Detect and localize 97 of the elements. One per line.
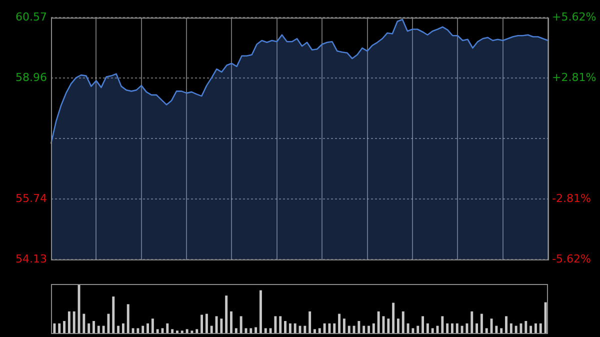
bar bbox=[480, 314, 483, 333]
bar bbox=[107, 314, 110, 333]
bar bbox=[446, 323, 449, 333]
bar bbox=[514, 326, 518, 333]
y2-tick-label: -2.81% bbox=[552, 192, 591, 205]
bar bbox=[136, 328, 140, 333]
bar bbox=[230, 311, 232, 333]
bar bbox=[92, 321, 95, 333]
bar bbox=[132, 328, 134, 333]
bar bbox=[539, 323, 542, 333]
y2-tick-label: +5.62% bbox=[552, 10, 596, 24]
bar bbox=[490, 318, 493, 333]
bar bbox=[171, 329, 174, 333]
bar bbox=[210, 326, 213, 333]
bar bbox=[441, 316, 444, 333]
bar bbox=[396, 318, 400, 333]
bar bbox=[259, 290, 262, 333]
bar bbox=[254, 327, 258, 333]
bar bbox=[200, 314, 204, 333]
bar bbox=[68, 311, 70, 333]
bar bbox=[387, 318, 390, 333]
bar bbox=[392, 302, 395, 333]
bar bbox=[328, 323, 331, 333]
bar bbox=[220, 318, 223, 333]
bar bbox=[505, 316, 508, 333]
bar bbox=[240, 316, 242, 333]
bar bbox=[250, 328, 252, 333]
bar bbox=[269, 328, 272, 333]
bar bbox=[234, 328, 238, 333]
bar bbox=[308, 311, 312, 333]
bar bbox=[530, 326, 532, 333]
bar bbox=[412, 328, 414, 333]
bar bbox=[451, 323, 454, 333]
bar bbox=[88, 323, 90, 333]
bar bbox=[63, 321, 66, 333]
bar bbox=[362, 326, 366, 333]
bar bbox=[117, 326, 120, 333]
bar bbox=[112, 296, 115, 333]
bar bbox=[318, 328, 321, 333]
bar bbox=[406, 323, 410, 333]
bar bbox=[151, 318, 154, 333]
bar bbox=[416, 326, 420, 333]
bar bbox=[460, 326, 464, 333]
y-tick-label: 58.96 bbox=[16, 70, 47, 84]
bar bbox=[534, 323, 537, 333]
bar bbox=[97, 326, 100, 333]
bar bbox=[156, 329, 159, 333]
bar bbox=[422, 316, 424, 333]
bar bbox=[186, 329, 188, 333]
bar bbox=[196, 329, 198, 333]
y-tick-label: 54.13 bbox=[16, 252, 47, 266]
bar bbox=[402, 311, 404, 333]
bar bbox=[279, 316, 282, 333]
bar bbox=[485, 328, 488, 333]
bar bbox=[338, 314, 341, 333]
bar bbox=[58, 323, 61, 333]
bar bbox=[426, 323, 429, 333]
bar bbox=[72, 311, 76, 333]
y-tick-label: 60.57 bbox=[16, 10, 47, 24]
bar bbox=[304, 326, 306, 333]
bar bbox=[372, 323, 375, 333]
bar bbox=[377, 311, 380, 333]
bar bbox=[358, 321, 360, 333]
bar bbox=[102, 326, 105, 333]
bar bbox=[205, 314, 208, 333]
bar bbox=[166, 323, 169, 333]
bar bbox=[225, 296, 228, 333]
bar bbox=[368, 326, 370, 333]
bar bbox=[288, 323, 292, 333]
bar bbox=[142, 326, 144, 333]
bar bbox=[122, 323, 124, 333]
bar bbox=[274, 316, 277, 333]
bar bbox=[82, 314, 86, 333]
bar bbox=[294, 323, 296, 333]
bar bbox=[466, 323, 468, 333]
bar bbox=[524, 321, 528, 333]
bar bbox=[264, 328, 267, 333]
bar bbox=[284, 321, 286, 333]
bar bbox=[314, 329, 316, 333]
bar bbox=[126, 304, 130, 333]
bar bbox=[342, 318, 346, 333]
bar bbox=[456, 323, 458, 333]
bar bbox=[146, 323, 149, 333]
y2-tick-label: -5.62% bbox=[552, 252, 591, 266]
bar bbox=[476, 323, 478, 333]
bar bbox=[470, 311, 474, 333]
bar bbox=[431, 328, 434, 333]
y2-tick-label: +2.81% bbox=[552, 70, 596, 84]
bar bbox=[348, 326, 350, 333]
bar bbox=[495, 326, 498, 333]
bar bbox=[323, 323, 326, 333]
bar bbox=[500, 328, 503, 333]
bar bbox=[53, 323, 56, 333]
bar bbox=[510, 323, 512, 333]
y-tick-label: 55.74 bbox=[16, 192, 47, 205]
bar bbox=[333, 323, 336, 333]
bar bbox=[544, 302, 547, 333]
